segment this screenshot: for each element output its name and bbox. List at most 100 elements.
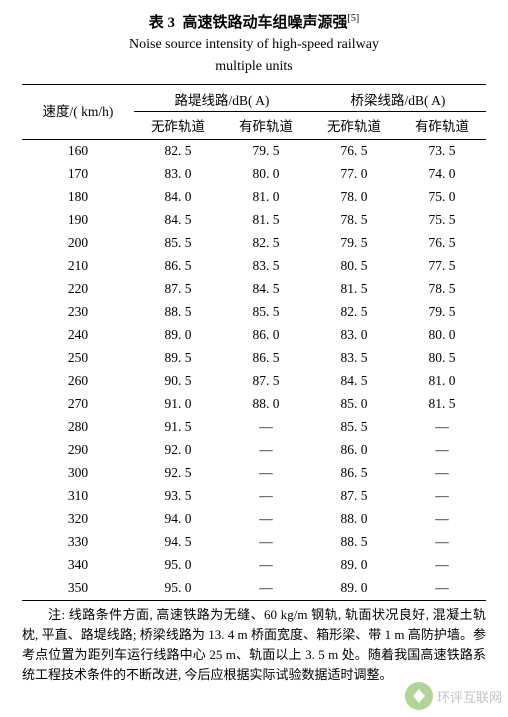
table-cell: 250 <box>22 347 134 370</box>
table-cell: 88. 0 <box>222 393 310 416</box>
table-cell: — <box>398 485 486 508</box>
table-cell: — <box>222 416 310 439</box>
table-cell: 90. 5 <box>134 370 222 393</box>
table-title-block: 表 3 高速铁路动车组噪声源强[5] Noise source intensit… <box>0 0 508 78</box>
table-cell: 80. 0 <box>222 163 310 186</box>
table-cell: 77. 5 <box>398 255 486 278</box>
table-cell: — <box>398 439 486 462</box>
header-sub-1a: 无砟轨道 <box>134 111 222 139</box>
table-cell: 86. 5 <box>310 462 398 485</box>
table-cell: 95. 0 <box>134 554 222 577</box>
table-cell: — <box>222 485 310 508</box>
table-cell: — <box>398 508 486 531</box>
watermark: 环评互联网 <box>405 681 502 711</box>
table-row: 27091. 088. 085. 081. 5 <box>22 393 486 416</box>
table-cell: 270 <box>22 393 134 416</box>
table-row: 18084. 081. 078. 075. 0 <box>22 186 486 209</box>
table-cell: 93. 5 <box>134 485 222 508</box>
table-cell: 160 <box>22 139 134 163</box>
table-cell: 310 <box>22 485 134 508</box>
table-row: 19084. 581. 578. 575. 5 <box>22 209 486 232</box>
table-cell: 86. 0 <box>222 324 310 347</box>
table-row: 24089. 086. 083. 080. 0 <box>22 324 486 347</box>
table-cell: 88. 5 <box>310 531 398 554</box>
table-cell: 95. 0 <box>134 577 222 601</box>
table-row: 23088. 585. 582. 579. 5 <box>22 301 486 324</box>
table-cell: 89. 0 <box>310 577 398 601</box>
table-row: 33094. 5—88. 5— <box>22 531 486 554</box>
table-cell: 94. 0 <box>134 508 222 531</box>
table-cell: 240 <box>22 324 134 347</box>
table-cell: 89. 5 <box>134 347 222 370</box>
table-cell: 75. 5 <box>398 209 486 232</box>
table-row: 17083. 080. 077. 074. 0 <box>22 163 486 186</box>
table-cell: 73. 5 <box>398 139 486 163</box>
table-cell: 81. 5 <box>398 393 486 416</box>
table-cell: 78. 0 <box>310 186 398 209</box>
table-cell: 76. 5 <box>398 232 486 255</box>
table-cell: 330 <box>22 531 134 554</box>
table-cell: 74. 0 <box>398 163 486 186</box>
watermark-text: 环评互联网 <box>437 687 502 706</box>
title-chinese: 表 3 高速铁路动车组噪声源强[5] <box>0 8 508 34</box>
table-row: 25089. 586. 583. 580. 5 <box>22 347 486 370</box>
table-cell: 86. 5 <box>222 347 310 370</box>
table-cell: 82. 5 <box>134 139 222 163</box>
table-row: 21086. 583. 580. 577. 5 <box>22 255 486 278</box>
table-cell: 88. 0 <box>310 508 398 531</box>
table-cell: — <box>398 416 486 439</box>
table-cell: 81. 0 <box>398 370 486 393</box>
table-cell: 94. 5 <box>134 531 222 554</box>
table-cell: 92. 5 <box>134 462 222 485</box>
header-group-1: 路堤线路/dB( A) <box>134 85 310 112</box>
table-cell: 85. 0 <box>310 393 398 416</box>
table-row: 31093. 5—87. 5— <box>22 485 486 508</box>
table-cell: 81. 0 <box>222 186 310 209</box>
table-cell: 320 <box>22 508 134 531</box>
table-cell: 300 <box>22 462 134 485</box>
table-cell: 83. 0 <box>134 163 222 186</box>
table-cell: — <box>398 577 486 601</box>
table-row: 16082. 579. 576. 573. 5 <box>22 139 486 163</box>
table-cell: 79. 5 <box>310 232 398 255</box>
table-cell: 79. 5 <box>398 301 486 324</box>
table-cell: 78. 5 <box>310 209 398 232</box>
header-sub-1b: 有砟轨道 <box>222 111 310 139</box>
table-cell: 83. 0 <box>310 324 398 347</box>
table-cell: 82. 5 <box>222 232 310 255</box>
title-english-2: multiple units <box>0 56 508 78</box>
table-cell: 280 <box>22 416 134 439</box>
table-cell: 170 <box>22 163 134 186</box>
table-cell: 84. 5 <box>310 370 398 393</box>
table-row: 32094. 0—88. 0— <box>22 508 486 531</box>
table-row: 20085. 582. 579. 576. 5 <box>22 232 486 255</box>
table-cell: 78. 5 <box>398 278 486 301</box>
table-cell: 88. 5 <box>134 301 222 324</box>
table-cell: — <box>398 462 486 485</box>
table-row: 28091. 5—85. 5— <box>22 416 486 439</box>
table-note: 注: 线路条件方面, 高速铁路为无缝、60 kg/m 钢轨, 轨面状况良好, 混… <box>22 605 486 685</box>
table-row: 30092. 5—86. 5— <box>22 462 486 485</box>
table-cell: 84. 5 <box>222 278 310 301</box>
table-cell: 81. 5 <box>222 209 310 232</box>
table-cell: — <box>222 462 310 485</box>
watermark-icon <box>405 682 433 710</box>
table-cell: 84. 0 <box>134 186 222 209</box>
table-cell: 85. 5 <box>310 416 398 439</box>
table-cell: 80. 5 <box>398 347 486 370</box>
table-row: 22087. 584. 581. 578. 5 <box>22 278 486 301</box>
table-cell: 85. 5 <box>222 301 310 324</box>
table-cell: 89. 0 <box>310 554 398 577</box>
table-cell: — <box>222 508 310 531</box>
table-cell: 91. 5 <box>134 416 222 439</box>
table-cell: — <box>222 531 310 554</box>
table-cell: 92. 0 <box>134 439 222 462</box>
table-cell: 84. 5 <box>134 209 222 232</box>
table-cell: 91. 0 <box>134 393 222 416</box>
table-cell: 80. 0 <box>398 324 486 347</box>
table-cell: 76. 5 <box>310 139 398 163</box>
data-table: 速度/( km/h) 路堤线路/dB( A) 桥梁线路/dB( A) 无砟轨道 … <box>22 84 486 601</box>
table-cell: 220 <box>22 278 134 301</box>
table-cell: — <box>398 531 486 554</box>
table-cell: 210 <box>22 255 134 278</box>
